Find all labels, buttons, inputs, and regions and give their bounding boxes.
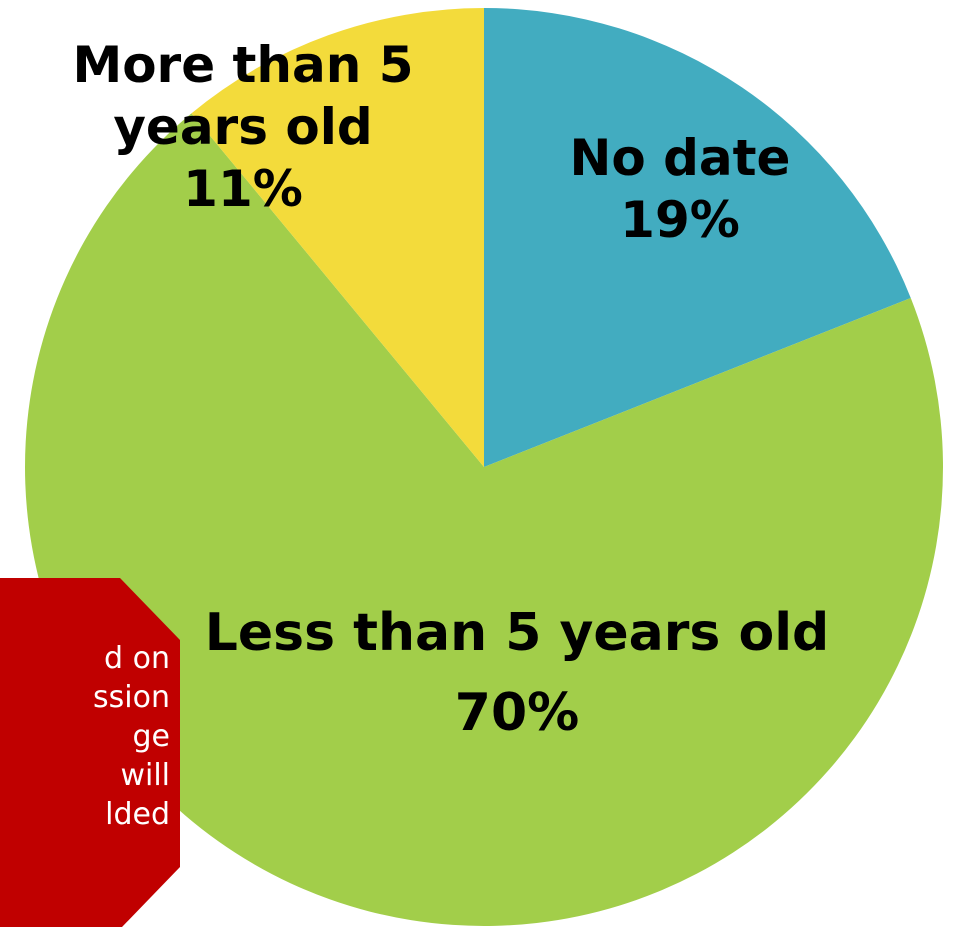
note-octagon: d on ssion ge will lded (0, 578, 180, 927)
note-octagon-shape (0, 578, 180, 927)
slice-percent-label: 70% (455, 683, 579, 743)
pie-slices (25, 8, 944, 926)
slice-name-label: Less than 5 years old (205, 603, 830, 663)
pie-slice (25, 113, 944, 926)
pie-labels: No date 19% Less than 5 years old 70% More t… (72, 36, 829, 743)
pie-slice (484, 8, 911, 467)
slice-label: More than 5 years old 11% (72, 36, 413, 218)
slice-name-label: No date (570, 129, 791, 187)
note-line: lded (105, 797, 170, 832)
slice-percent-label: 19% (620, 191, 740, 249)
note-line: ssion (93, 680, 170, 715)
note-line: ge (133, 719, 171, 754)
slice-name-label: More than 5 (72, 36, 413, 94)
slice-label: No date 19% (570, 129, 791, 249)
slice-name-label: years old (113, 98, 372, 156)
note-text: d on ssion ge will lded (93, 641, 170, 832)
note-line: will (120, 758, 170, 793)
slice-percent-label: 11% (183, 160, 303, 218)
pie-slice (191, 8, 485, 467)
note-line: d on (104, 641, 170, 676)
slice-label: Less than 5 years old 70% (205, 603, 830, 743)
